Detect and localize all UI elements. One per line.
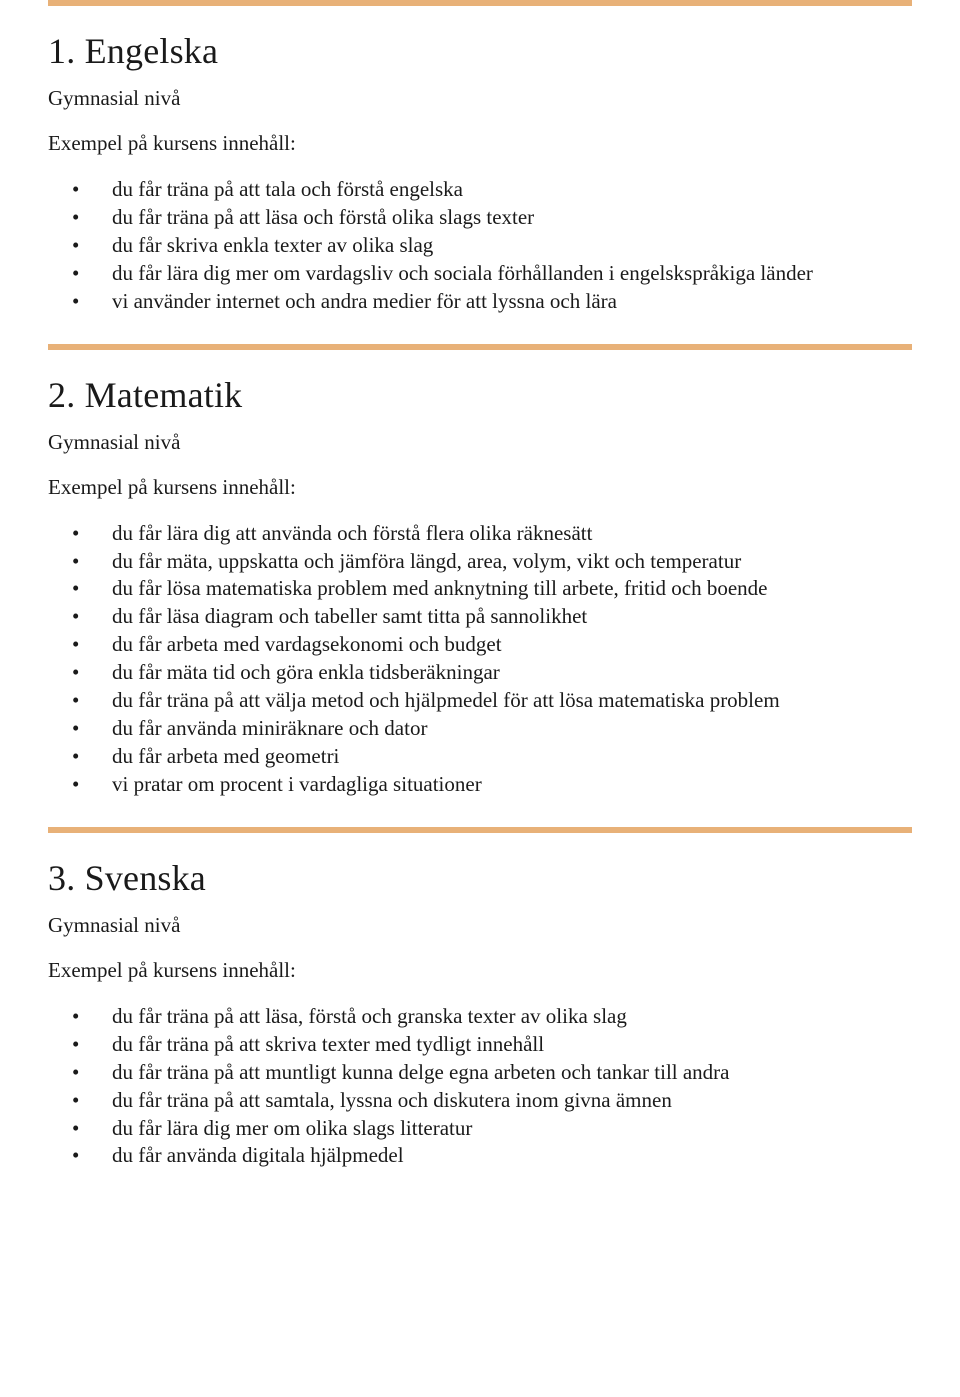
bullet-list: du får träna på att läsa, förstå och gra… [48,1003,912,1171]
list-item: du får mäta, uppskatta och jämföra längd… [48,548,912,576]
list-item: du får lösa matematiska problem med ankn… [48,575,912,603]
list-item: du får träna på att tala och förstå enge… [48,176,912,204]
section-subtitle: Gymnasial nivå [48,430,912,455]
section-title: 1. Engelska [48,30,912,72]
list-item: du får använda digitala hjälpmedel [48,1142,912,1170]
bullet-list: du får lära dig att använda och förstå f… [48,520,912,799]
document-page: 1. Engelska Gymnasial nivå Exempel på ku… [0,0,960,1238]
section-subtitle: Gymnasial nivå [48,913,912,938]
list-item: du får arbeta med geometri [48,743,912,771]
list-item: du får träna på att skriva texter med ty… [48,1031,912,1059]
section-subhead: Exempel på kursens innehåll: [48,131,912,156]
list-item: du får använda miniräknare och dator [48,715,912,743]
list-item: du får arbeta med vardagsekonomi och bud… [48,631,912,659]
list-item: du får träna på att läsa, förstå och gra… [48,1003,912,1031]
section-subhead: Exempel på kursens innehåll: [48,475,912,500]
list-item: du får lära dig mer om vardagsliv och so… [48,260,912,288]
divider-rule [48,0,912,6]
list-item: du får träna på att samtala, lyssna och … [48,1087,912,1115]
section-subtitle: Gymnasial nivå [48,86,912,111]
list-item: du får träna på att välja metod och hjäl… [48,687,912,715]
list-item: du får lära dig mer om olika slags litte… [48,1115,912,1143]
list-item: du får träna på att muntligt kunna delge… [48,1059,912,1087]
divider-rule [48,344,912,350]
section-title: 3. Svenska [48,857,912,899]
list-item: vi pratar om procent i vardagliga situat… [48,771,912,799]
list-item: du får träna på att läsa och förstå olik… [48,204,912,232]
list-item: du får mäta tid och göra enkla tidsberäk… [48,659,912,687]
bullet-list: du får träna på att tala och förstå enge… [48,176,912,316]
list-item: du får lära dig att använda och förstå f… [48,520,912,548]
section-title: 2. Matematik [48,374,912,416]
list-item: du får läsa diagram och tabeller samt ti… [48,603,912,631]
list-item: du får skriva enkla texter av olika slag [48,232,912,260]
section-subhead: Exempel på kursens innehåll: [48,958,912,983]
list-item: vi använder internet och andra medier fö… [48,288,912,316]
divider-rule [48,827,912,833]
